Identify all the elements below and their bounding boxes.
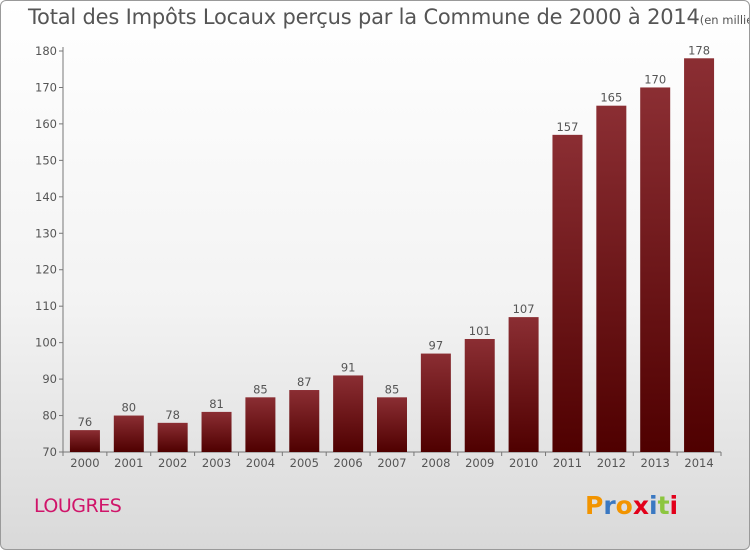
logo-letter: r: [603, 491, 616, 520]
bar-value-label: 87: [297, 375, 312, 389]
bar-value-label: 97: [429, 339, 444, 353]
bar-value-label: 170: [644, 72, 666, 86]
y-tick-label: 150: [35, 153, 57, 167]
bar-value-label: 80: [121, 401, 136, 415]
bar: [640, 87, 671, 453]
bar: [596, 105, 627, 452]
y-tick-label: 140: [35, 190, 57, 204]
x-tick-label: 2001: [114, 456, 143, 470]
bar: [333, 375, 364, 452]
y-tick-label: 80: [42, 409, 57, 423]
bar-value-label: 91: [341, 360, 356, 374]
logo-letter: i: [649, 491, 658, 520]
bar-value-label: 107: [513, 302, 535, 316]
bars: [69, 58, 715, 453]
x-tick-label: 2009: [465, 456, 494, 470]
bar: [113, 415, 144, 452]
chart-title-text: Total des Impôts Locaux perçus par la Co…: [28, 5, 700, 29]
commune-name: LOUGRES: [34, 495, 122, 517]
logo-letter: o: [615, 491, 633, 520]
chart-title: Total des Impôts Locaux perçus par la Co…: [28, 5, 749, 29]
x-tick-label: 2002: [158, 456, 187, 470]
y-tick-label: 130: [35, 226, 57, 240]
proxiti-logo: Proxiti: [585, 491, 678, 520]
bar: [69, 430, 100, 452]
bar-value-label: 178: [688, 43, 710, 57]
bar: [157, 422, 188, 452]
x-tick-label: 2006: [333, 456, 362, 470]
y-tick-label: 180: [35, 44, 57, 58]
y-tick-label: 100: [35, 336, 57, 350]
y-tick-label: 90: [42, 372, 57, 386]
bar: [245, 397, 276, 452]
bar: [377, 397, 407, 452]
axes: 70 80 90 100 110 120 130 140 150 160 170 180 2000 200…: [35, 44, 722, 470]
bar-value-label: 78: [165, 408, 180, 422]
x-tick-label: 2007: [377, 456, 406, 470]
x-tick-label: 2003: [202, 456, 231, 470]
bar-value-label: 85: [253, 382, 268, 396]
x-tick-label: 2008: [421, 456, 450, 470]
logo-letter: i: [669, 491, 679, 520]
x-tick-label: 2000: [70, 456, 99, 470]
bar: [201, 411, 232, 452]
y-tick-label: 120: [35, 263, 57, 277]
y-tick-label: 70: [42, 445, 57, 459]
bar: [508, 317, 539, 452]
logo-letter: t: [657, 491, 670, 520]
x-tick-label: 2014: [684, 456, 713, 470]
x-tick-label: 2011: [553, 456, 582, 470]
bar: [289, 390, 320, 452]
logo-letter: x: [632, 491, 649, 520]
x-tick-label: 2005: [290, 456, 319, 470]
bar: [684, 58, 715, 453]
x-tick-label: 2012: [597, 456, 626, 470]
chart-unit-note: (en milliers d'€): [699, 13, 749, 27]
x-tick-label: 2004: [246, 456, 275, 470]
y-tick-label: 170: [35, 80, 57, 94]
y-tick-label: 110: [35, 299, 57, 313]
bar-value-label: 157: [556, 120, 578, 134]
logo-letter: P: [585, 491, 604, 520]
bar: [552, 134, 583, 452]
bar: [420, 353, 451, 452]
y-tick-label: 160: [35, 117, 57, 131]
x-tick-label: 2013: [641, 456, 670, 470]
data-labels: 76 80 78 81 85 87 91 85 97 101 107 157 165 170 178: [78, 43, 710, 429]
bar-value-label: 101: [469, 324, 491, 338]
bar-value-label: 76: [78, 415, 93, 429]
x-tick-label: 2010: [509, 456, 538, 470]
bar-value-label: 81: [209, 397, 224, 411]
bar-value-label: 85: [385, 382, 400, 396]
bar: [464, 338, 495, 452]
bar-value-label: 165: [600, 91, 622, 105]
